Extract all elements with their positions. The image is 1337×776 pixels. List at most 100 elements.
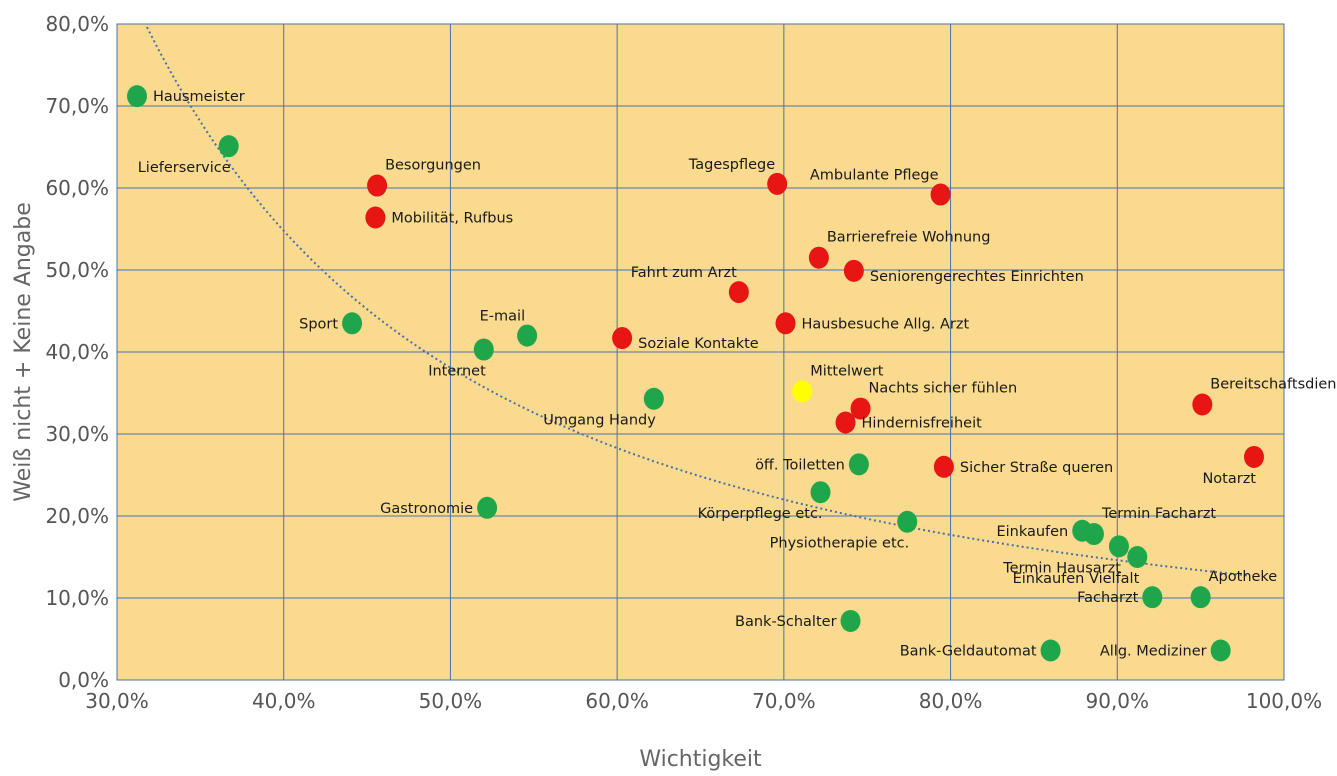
point-marker bbox=[1040, 639, 1061, 662]
data-point: Barrierefreie Wohnung bbox=[808, 230, 991, 269]
y-tick-label: 20,0% bbox=[45, 504, 109, 528]
point-label: Termin Hausarzt bbox=[1002, 560, 1121, 576]
point-marker bbox=[775, 312, 796, 335]
data-point: Sport bbox=[299, 312, 363, 335]
y-tick-label: 80,0% bbox=[45, 12, 109, 36]
data-point: Bank-Schalter bbox=[735, 609, 861, 632]
point-marker bbox=[367, 174, 388, 197]
point-label: Seniorengerechtes Einrichten bbox=[870, 269, 1084, 285]
point-marker bbox=[477, 496, 498, 519]
point-marker bbox=[933, 455, 954, 478]
data-point: Seniorengerechtes Einrichten bbox=[843, 259, 1084, 285]
point-marker bbox=[517, 324, 538, 347]
point-marker bbox=[835, 411, 856, 434]
point-label: Bank-Geldautomat bbox=[900, 643, 1037, 659]
data-point: Ambulante Pflege bbox=[810, 168, 951, 206]
point-label: Allg. Mediziner bbox=[1100, 643, 1207, 659]
data-point: Einkaufen bbox=[996, 519, 1093, 542]
x-axis-title: Wichtigkeit bbox=[639, 747, 762, 772]
point-label: Hausbesuche Allg. Arzt bbox=[802, 316, 970, 332]
x-tick-label: 100,0% bbox=[1246, 689, 1322, 713]
y-tick-label: 30,0% bbox=[45, 422, 109, 446]
point-marker bbox=[127, 85, 148, 108]
point-marker bbox=[843, 259, 864, 282]
point-marker bbox=[850, 397, 871, 420]
point-label: Sport bbox=[299, 316, 338, 332]
point-label: Fahrt zum Arzt bbox=[631, 265, 737, 281]
point-label: Sicher Straße queren bbox=[960, 460, 1113, 476]
point-label: Körperpflege etc. bbox=[698, 506, 823, 522]
x-tick-label: 50,0% bbox=[419, 689, 483, 713]
y-axis-ticks: 0,0% 10,0% 20,0% 30,0% 40,0% 50,0% 60,0% 70,0% 8… bbox=[45, 12, 109, 692]
point-label: Internet bbox=[428, 364, 486, 380]
x-tick-label: 80,0% bbox=[919, 689, 983, 713]
point-marker bbox=[728, 281, 749, 304]
y-axis-title: Weiß nicht + Keine Angabe bbox=[11, 202, 36, 502]
point-marker bbox=[365, 206, 386, 229]
data-point: Besorgungen bbox=[367, 158, 481, 197]
point-label: Umgang Handy bbox=[543, 413, 656, 429]
point-marker bbox=[840, 609, 861, 632]
data-point: Sicher Straße queren bbox=[933, 455, 1113, 478]
data-point: Lieferservice bbox=[138, 135, 239, 176]
data-point: Internet bbox=[428, 338, 494, 380]
point-label: Bereitschaftsdienst bbox=[1210, 376, 1337, 392]
x-tick-label: 30,0% bbox=[85, 689, 149, 713]
point-marker bbox=[1142, 586, 1163, 609]
point-marker bbox=[1192, 393, 1213, 416]
point-label: Barrierefreie Wohnung bbox=[827, 230, 991, 246]
point-marker bbox=[643, 387, 664, 410]
point-label: Lieferservice bbox=[138, 160, 231, 176]
y-tick-label: 40,0% bbox=[45, 340, 109, 364]
data-point: Hindernisfreiheit bbox=[835, 411, 983, 434]
data-point: Termin Facharzt bbox=[1083, 506, 1216, 546]
point-label: Physiotherapie etc. bbox=[770, 536, 910, 552]
point-marker bbox=[792, 380, 813, 403]
point-label: Mobilität, Rufbus bbox=[391, 211, 513, 227]
point-marker bbox=[767, 172, 788, 195]
point-label: Hindernisfreiheit bbox=[862, 416, 983, 432]
point-marker bbox=[1210, 639, 1231, 662]
point-label: Apotheke bbox=[1209, 569, 1278, 585]
data-point: Facharzt bbox=[1077, 586, 1163, 609]
point-label: Hausmeister bbox=[153, 89, 245, 105]
y-tick-label: 10,0% bbox=[45, 586, 109, 610]
y-tick-label: 50,0% bbox=[45, 258, 109, 282]
point-marker bbox=[1190, 586, 1211, 609]
point-marker bbox=[473, 338, 494, 361]
data-point: Gastronomie bbox=[380, 496, 498, 519]
data-point: Umgang Handy bbox=[543, 387, 664, 429]
x-tick-label: 70,0% bbox=[752, 689, 816, 713]
point-label: Gastronomie bbox=[380, 501, 473, 517]
point-marker bbox=[810, 481, 831, 504]
point-label: Einkaufen bbox=[996, 524, 1068, 540]
data-point: Physiotherapie etc. bbox=[770, 510, 918, 552]
grid-lines bbox=[116, 23, 1285, 681]
point-label: Besorgungen bbox=[385, 158, 481, 174]
x-tick-label: 60,0% bbox=[585, 689, 649, 713]
point-marker bbox=[218, 135, 239, 158]
point-marker bbox=[897, 510, 918, 533]
point-marker bbox=[1243, 445, 1264, 468]
x-tick-label: 40,0% bbox=[252, 689, 316, 713]
data-point: Soziale Kontakte bbox=[612, 327, 759, 352]
point-marker bbox=[1083, 523, 1104, 546]
data-point: Hausmeister bbox=[127, 85, 245, 108]
data-point: Mittelwert bbox=[792, 363, 884, 403]
data-point: Mobilität, Rufbus bbox=[365, 206, 513, 229]
data-point: Fahrt zum Arzt bbox=[631, 265, 749, 304]
point-label: Einkaufen Vielfalt bbox=[1013, 571, 1140, 587]
point-label: E-mail bbox=[480, 309, 525, 325]
y-tick-label: 0,0% bbox=[58, 668, 109, 692]
point-label: öff. Toiletten bbox=[755, 457, 845, 473]
point-label: Soziale Kontakte bbox=[638, 336, 759, 352]
x-tick-label: 90,0% bbox=[1086, 689, 1150, 713]
point-label: Nachts sicher fühlen bbox=[869, 381, 1018, 397]
point-label: Tagespflege bbox=[688, 157, 775, 173]
data-point: Einkaufen Vielfalt bbox=[1013, 546, 1148, 587]
data-point: Allg. Mediziner bbox=[1100, 639, 1231, 662]
point-label: Ambulante Pflege bbox=[810, 168, 939, 184]
point-label: Facharzt bbox=[1077, 590, 1139, 606]
point-label: Bank-Schalter bbox=[735, 614, 837, 630]
